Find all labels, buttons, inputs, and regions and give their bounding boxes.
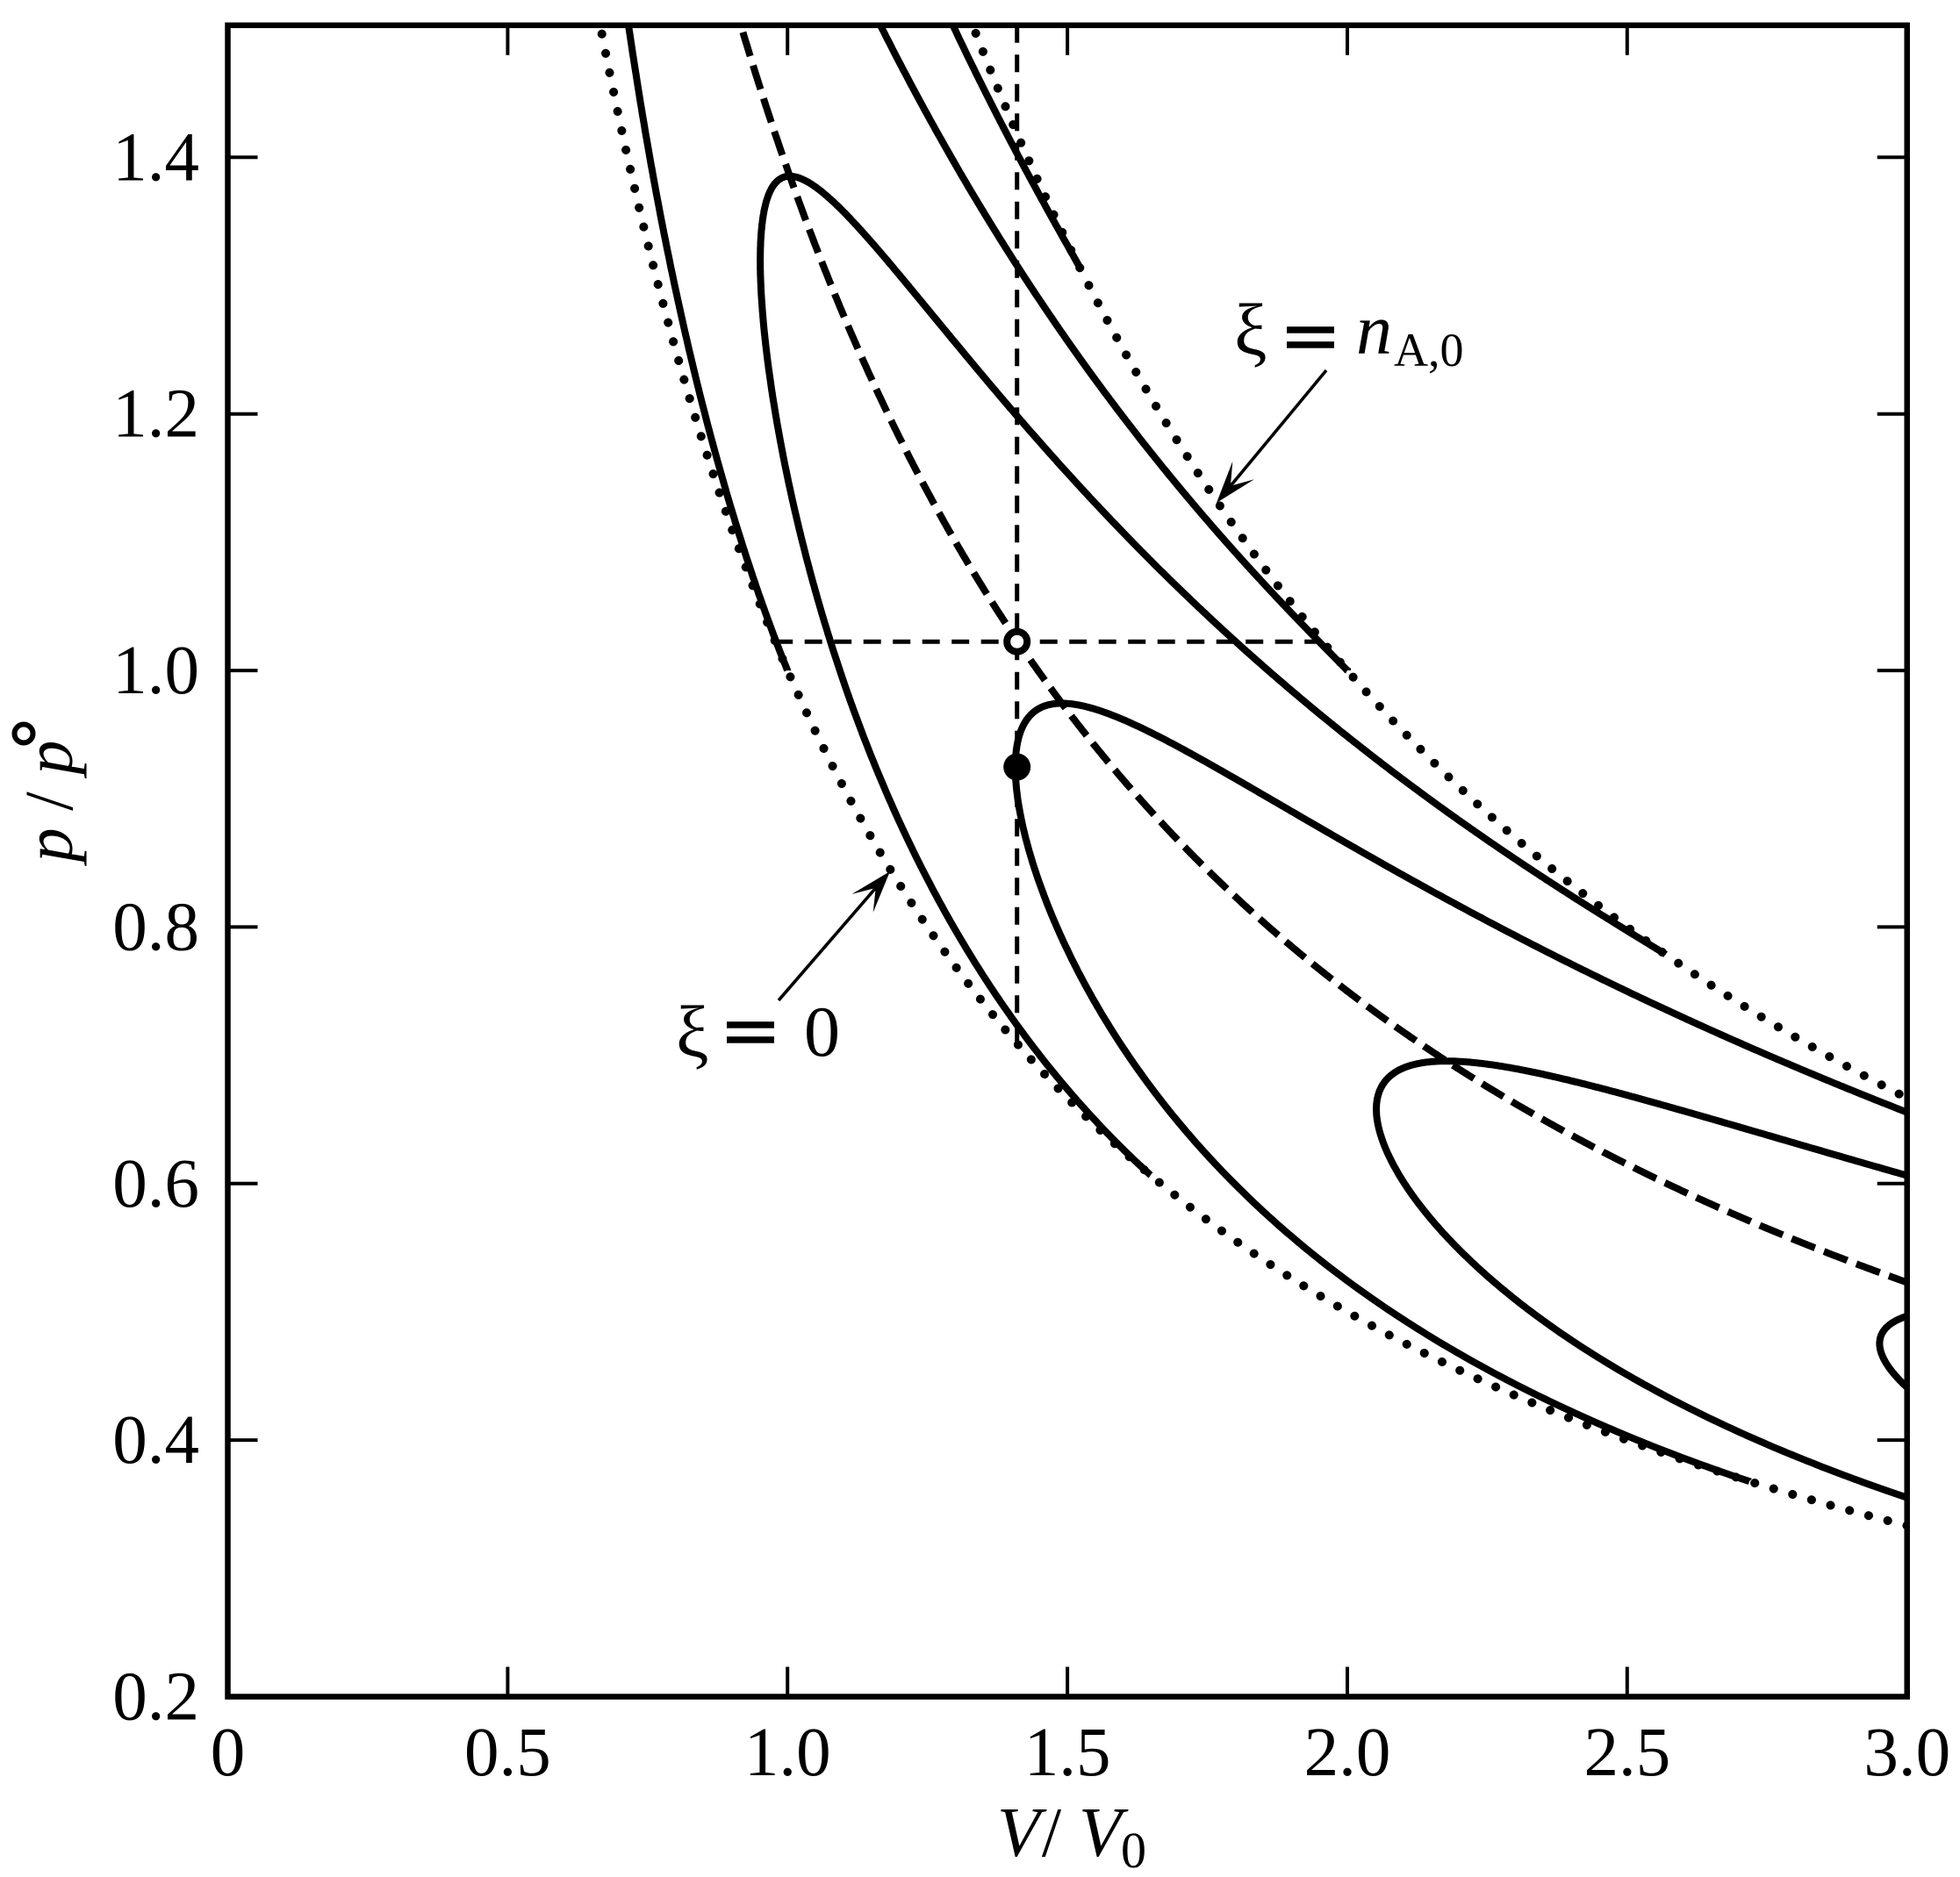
- svg-text:0.2: 0.2: [112, 1659, 199, 1736]
- svg-text:0: 0: [1121, 1822, 1146, 1877]
- svg-text:/: /: [1042, 1795, 1062, 1872]
- svg-text:ξ: ξ: [1234, 290, 1267, 371]
- svg-text:2.5: 2.5: [1583, 1715, 1670, 1791]
- svg-text:p / p: p / p: [11, 741, 87, 867]
- svg-text:0.6: 0.6: [112, 1146, 199, 1222]
- svg-text:0.8: 0.8: [112, 889, 199, 965]
- svg-text:0.5: 0.5: [464, 1715, 551, 1791]
- svg-text:1.4: 1.4: [112, 119, 199, 196]
- svg-text:1.0: 1.0: [112, 633, 199, 709]
- svg-text:V: V: [1079, 1795, 1129, 1872]
- svg-text:2.0: 2.0: [1304, 1715, 1391, 1791]
- svg-text:1.5: 1.5: [1024, 1715, 1111, 1791]
- svg-text:1.0: 1.0: [744, 1715, 831, 1791]
- svg-text:V: V: [997, 1795, 1047, 1872]
- svg-text:1.2: 1.2: [112, 376, 199, 453]
- svg-text:ξ: ξ: [676, 992, 708, 1073]
- svg-text:A,0: A,0: [1394, 324, 1464, 376]
- svg-text:0.4: 0.4: [112, 1402, 199, 1479]
- svg-text:3.0: 3.0: [1863, 1715, 1950, 1791]
- svg-text:n: n: [1356, 290, 1392, 369]
- svg-text:0: 0: [804, 992, 840, 1071]
- svg-text:0: 0: [211, 1715, 246, 1791]
